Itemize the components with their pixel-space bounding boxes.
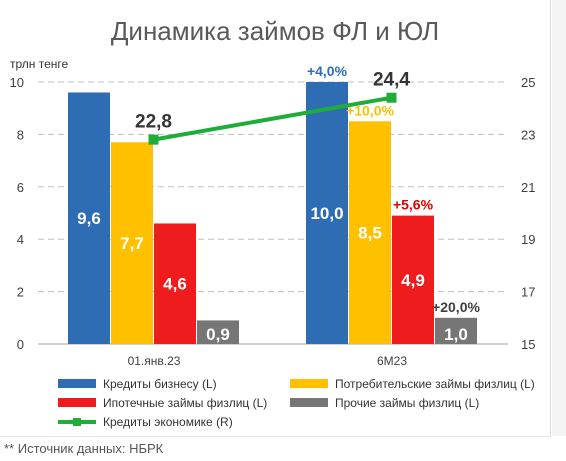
- bar-3: [392, 215, 434, 344]
- change-label: +5,6%: [393, 197, 434, 213]
- bar-value-label: 10,0: [310, 204, 343, 223]
- y-tick-label: 4: [17, 232, 24, 247]
- bar-1: [306, 82, 348, 344]
- change-label: +20,0%: [432, 299, 480, 315]
- bar-value-label: 8,5: [358, 224, 382, 243]
- line-value-label: 24,4: [373, 70, 410, 91]
- y2-tick-label: 15: [521, 337, 535, 352]
- bar-2: [111, 142, 153, 344]
- legend-line-marker: [73, 418, 81, 426]
- legend-swatch: [58, 379, 96, 388]
- chart-panel: Динамика займов ФЛ и ЮЛ трлн тенге 0 15 2 17 4…: [0, 0, 551, 437]
- loans-chart: Динамика займов ФЛ и ЮЛ трлн тенге 0 15 2 17 4…: [10, 16, 536, 429]
- y2-tick-label: 23: [521, 127, 535, 142]
- bar-1: [68, 92, 110, 344]
- y-tick-label: 10: [10, 75, 24, 90]
- legend-swatch: [58, 398, 96, 407]
- legend-label: Кредиты бизнесу (L): [103, 377, 217, 391]
- y-tick-label: 0: [17, 337, 24, 352]
- line-series: [153, 95, 392, 142]
- legend-label: Потребительские займы физлиц (L): [335, 377, 535, 391]
- y2-tick-label: 25: [521, 75, 535, 90]
- legend-swatch: [290, 398, 328, 407]
- category-label: 6М23: [377, 354, 407, 368]
- bar-value-label: 1,0: [444, 325, 468, 344]
- line-value-label: 22,8: [135, 112, 172, 133]
- bar-value-label: 9,6: [77, 209, 101, 228]
- change-label: +10,0%: [346, 102, 394, 118]
- y2-tick-label: 21: [521, 180, 535, 195]
- line-marker: [386, 92, 397, 103]
- bar-value-label: 0,9: [206, 325, 230, 344]
- bar-4: [435, 317, 477, 344]
- bar-value-label: 4,9: [401, 271, 425, 290]
- y-tick-label: 8: [17, 127, 24, 142]
- bar-value-label: 7,7: [120, 234, 144, 253]
- y-axis-label: трлн тенге: [10, 57, 68, 71]
- change-label: +4,0%: [307, 63, 348, 79]
- y2-tick-label: 17: [521, 285, 535, 300]
- y-tick-label: 6: [17, 180, 24, 195]
- line-marker: [148, 134, 159, 145]
- bar-3: [154, 223, 196, 344]
- legend-label: Кредиты экономике (R): [103, 415, 233, 429]
- adjacent-panel-edge: [552, 0, 566, 436]
- chart-title: Динамика займов ФЛ и ЮЛ: [111, 16, 439, 46]
- y-tick-label: 2: [17, 285, 24, 300]
- y2-tick-label: 19: [521, 232, 535, 247]
- legend-label: Прочие займы физлиц (L): [335, 396, 479, 410]
- bar-4: [197, 320, 239, 344]
- legend-swatch: [290, 379, 328, 388]
- bar-value-label: 4,6: [163, 275, 187, 294]
- bar-2: [349, 121, 391, 344]
- legend-label: Ипотечные займы физлиц (L): [103, 396, 267, 410]
- category-label: 01.янв.23: [128, 354, 181, 368]
- source-note: ** Источник данных: НБРК: [4, 441, 164, 456]
